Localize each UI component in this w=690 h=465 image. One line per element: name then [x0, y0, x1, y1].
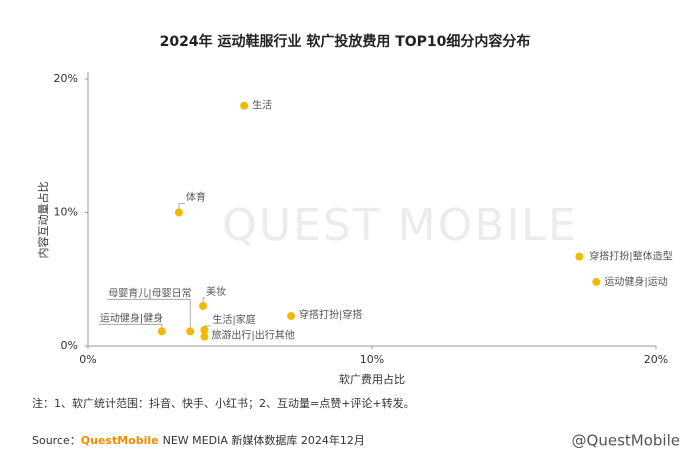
leader-line — [107, 298, 191, 329]
point-label: 穿搭打扮|穿搭 — [299, 308, 362, 321]
footer-watermark: @QuestMobile — [572, 432, 680, 450]
point-label: 运动健身|运动 — [604, 275, 667, 288]
source: Source：QuestMobile NEW MEDIA 新媒体数据库 2024年… — [32, 433, 365, 447]
x-axis-label: 软广费用占比 — [339, 372, 405, 386]
source-rest: NEW MEDIA 新媒体数据库 2024年12月 — [163, 433, 365, 447]
point — [200, 332, 209, 341]
x-tick-label: 20% — [644, 353, 668, 366]
point-label: 生活 — [252, 99, 272, 112]
leader-line — [202, 297, 206, 303]
watermark: QUEST MOBILE — [222, 200, 578, 251]
y-tick-label: 20% — [54, 72, 78, 85]
point — [592, 277, 601, 286]
point — [174, 208, 183, 217]
point — [575, 252, 584, 261]
point — [157, 327, 166, 336]
point — [240, 101, 249, 110]
source-brand: QuestMobile — [81, 434, 159, 447]
point — [186, 327, 195, 336]
point-label: 运动健身|健身 — [100, 311, 163, 324]
leader-line — [98, 323, 163, 329]
leader-line — [178, 203, 185, 210]
y-axis-label: 内容互动量占比 — [36, 182, 50, 259]
point-label: 生活|家庭 — [212, 313, 255, 326]
source-prefix: Source： — [32, 434, 81, 447]
point-label: 美妆 — [206, 285, 226, 298]
point — [287, 311, 296, 320]
y-tick-label: 10% — [54, 206, 78, 219]
point-label: 旅游出行|出行其他 — [211, 329, 294, 342]
point-label: 穿搭打扮|整体造型 — [589, 250, 672, 263]
point — [199, 301, 208, 310]
point-label: 母婴育儿|母婴日常 — [108, 286, 191, 299]
point — [200, 325, 209, 334]
note: 注：1、软广统计范围：抖音、快手、小红书；2、互动量=点赞+评论+转发。 — [32, 396, 415, 410]
y-tick-label: 0% — [61, 339, 78, 352]
x-tick-label: 0% — [79, 353, 96, 366]
point-label: 体育 — [186, 191, 206, 204]
x-tick-label: 10% — [360, 353, 384, 366]
chart-title: 2024年 运动鞋服行业 软广投放费用 TOP10细分内容分布 — [160, 33, 531, 50]
